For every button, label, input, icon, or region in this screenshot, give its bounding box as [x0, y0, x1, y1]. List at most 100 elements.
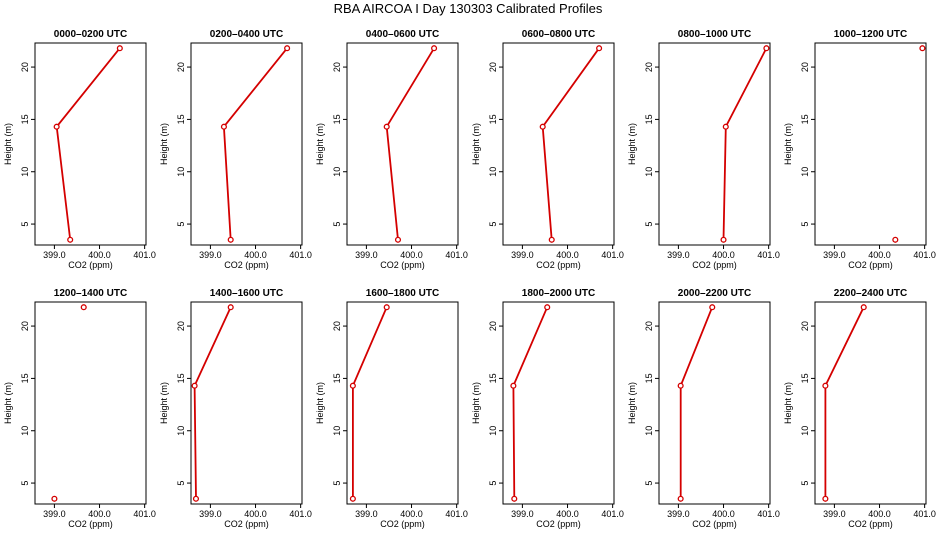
y-tick-label: 5	[176, 222, 186, 227]
x-tick-label: 399.0	[823, 250, 846, 260]
x-tick-label: 399.0	[511, 509, 534, 519]
data-point	[383, 123, 390, 130]
y-tick-label: 5	[332, 481, 342, 486]
data-point	[67, 236, 74, 243]
x-tick-label: 401.0	[601, 509, 624, 519]
y-tick-label: 5	[800, 222, 810, 227]
x-axis-label: CO2 (ppm)	[536, 260, 581, 270]
x-axis-label: CO2 (ppm)	[224, 260, 269, 270]
panel-title: 2000–2200 UTC	[678, 288, 751, 299]
series-line	[55, 47, 121, 240]
data-point	[763, 45, 770, 52]
x-axis-label: CO2 (ppm)	[68, 260, 113, 270]
series-line	[222, 47, 288, 240]
series-line	[824, 306, 865, 499]
x-tick-label: 399.0	[43, 509, 66, 519]
plot-frame	[502, 42, 615, 246]
plot-frame	[814, 301, 927, 505]
profile-panel: 1000–1200 UTC 399.0 400.0 401.0 5 10 15 20 CO2 (…	[783, 29, 936, 270]
plot-frame	[190, 301, 303, 505]
series-line	[351, 306, 388, 499]
y-tick-label: 10	[20, 167, 30, 177]
plot-frame	[346, 42, 459, 246]
y-tick-label: 20	[644, 62, 654, 72]
x-tick-label: 401.0	[913, 509, 936, 519]
y-axis-label: Height (m)	[471, 382, 481, 424]
data-point	[822, 495, 829, 502]
y-tick-label: 5	[488, 481, 498, 486]
y-axis-label: Height (m)	[627, 382, 637, 424]
x-tick-label: 401.0	[133, 509, 156, 519]
profile-panel: 1800–2000 UTC 399.0 400.0 401.0 5 10 15 20 CO2 (…	[471, 288, 624, 529]
profile-panel: 1600–1800 UTC 399.0 400.0 401.0 5 10 15 20 CO2 (…	[315, 288, 468, 529]
data-point	[227, 236, 234, 243]
x-tick-label: 400.0	[244, 509, 267, 519]
x-axis-label: CO2 (ppm)	[692, 260, 737, 270]
x-tick-label: 400.0	[400, 250, 423, 260]
profile-panel: 2000–2200 UTC 399.0 400.0 401.0 5 10 15 20 CO2 (…	[627, 288, 780, 529]
y-tick-label: 20	[176, 321, 186, 331]
data-point	[892, 236, 899, 243]
data-point	[544, 304, 551, 311]
series-line	[385, 47, 435, 240]
panel-title: 0200–0400 UTC	[210, 29, 283, 40]
plot-frame	[34, 42, 147, 246]
series-line	[541, 47, 600, 240]
y-tick-label: 10	[176, 167, 186, 177]
figure-title: RBA AIRCOA I Day 130303 Calibrated Profi…	[333, 1, 603, 16]
y-tick-label: 20	[332, 321, 342, 331]
data-point	[677, 382, 684, 389]
y-axis-label: Height (m)	[471, 123, 481, 165]
data-point	[510, 382, 517, 389]
y-tick-label: 20	[332, 62, 342, 72]
y-tick-label: 5	[20, 222, 30, 227]
profile-panel: 2200–2400 UTC 399.0 400.0 401.0 5 10 15 20 CO2 (…	[783, 288, 936, 529]
data-point	[349, 495, 356, 502]
data-point	[548, 236, 555, 243]
plot-frame	[658, 42, 771, 246]
y-tick-label: 5	[800, 481, 810, 486]
y-tick-label: 15	[20, 373, 30, 383]
y-tick-label: 15	[644, 114, 654, 124]
y-axis-label: Height (m)	[3, 382, 13, 424]
y-axis-label: Height (m)	[627, 123, 637, 165]
data-point	[511, 495, 518, 502]
data-point	[722, 123, 729, 130]
panel-title: 0400–0600 UTC	[366, 29, 439, 40]
x-tick-label: 400.0	[712, 250, 735, 260]
x-axis-label: CO2 (ppm)	[224, 519, 269, 529]
y-tick-label: 20	[20, 321, 30, 331]
panel-title: 1800–2000 UTC	[522, 288, 595, 299]
x-tick-label: 401.0	[133, 250, 156, 260]
data-point	[919, 45, 926, 52]
y-tick-label: 10	[488, 426, 498, 436]
profile-panel: 0200–0400 UTC 399.0 400.0 401.0 5 10 15 20 CO2 (…	[159, 29, 312, 270]
y-axis-label: Height (m)	[159, 123, 169, 165]
data-point	[116, 45, 123, 52]
panel-title: 1600–1800 UTC	[366, 288, 439, 299]
x-axis-label: CO2 (ppm)	[380, 260, 425, 270]
x-tick-label: 400.0	[400, 509, 423, 519]
y-tick-label: 15	[800, 114, 810, 124]
x-tick-label: 399.0	[355, 509, 378, 519]
y-tick-label: 5	[644, 222, 654, 227]
y-tick-label: 10	[488, 167, 498, 177]
x-tick-label: 401.0	[757, 509, 780, 519]
panel-title: 1400–1600 UTC	[210, 288, 283, 299]
x-tick-label: 399.0	[43, 250, 66, 260]
y-tick-label: 5	[488, 222, 498, 227]
data-point	[709, 304, 716, 311]
data-point	[53, 123, 60, 130]
x-tick-label: 400.0	[556, 250, 579, 260]
x-tick-label: 399.0	[199, 250, 222, 260]
y-tick-label: 20	[800, 62, 810, 72]
series-line	[512, 306, 549, 499]
data-point	[431, 45, 438, 52]
y-tick-label: 20	[176, 62, 186, 72]
y-tick-label: 20	[488, 62, 498, 72]
y-axis-label: Height (m)	[3, 123, 13, 165]
y-tick-label: 5	[332, 222, 342, 227]
profile-panel: 1200–1400 UTC 399.0 400.0 401.0 5 10 15 20 CO2 (…	[3, 288, 156, 529]
x-tick-label: 400.0	[88, 509, 111, 519]
y-tick-label: 20	[644, 321, 654, 331]
